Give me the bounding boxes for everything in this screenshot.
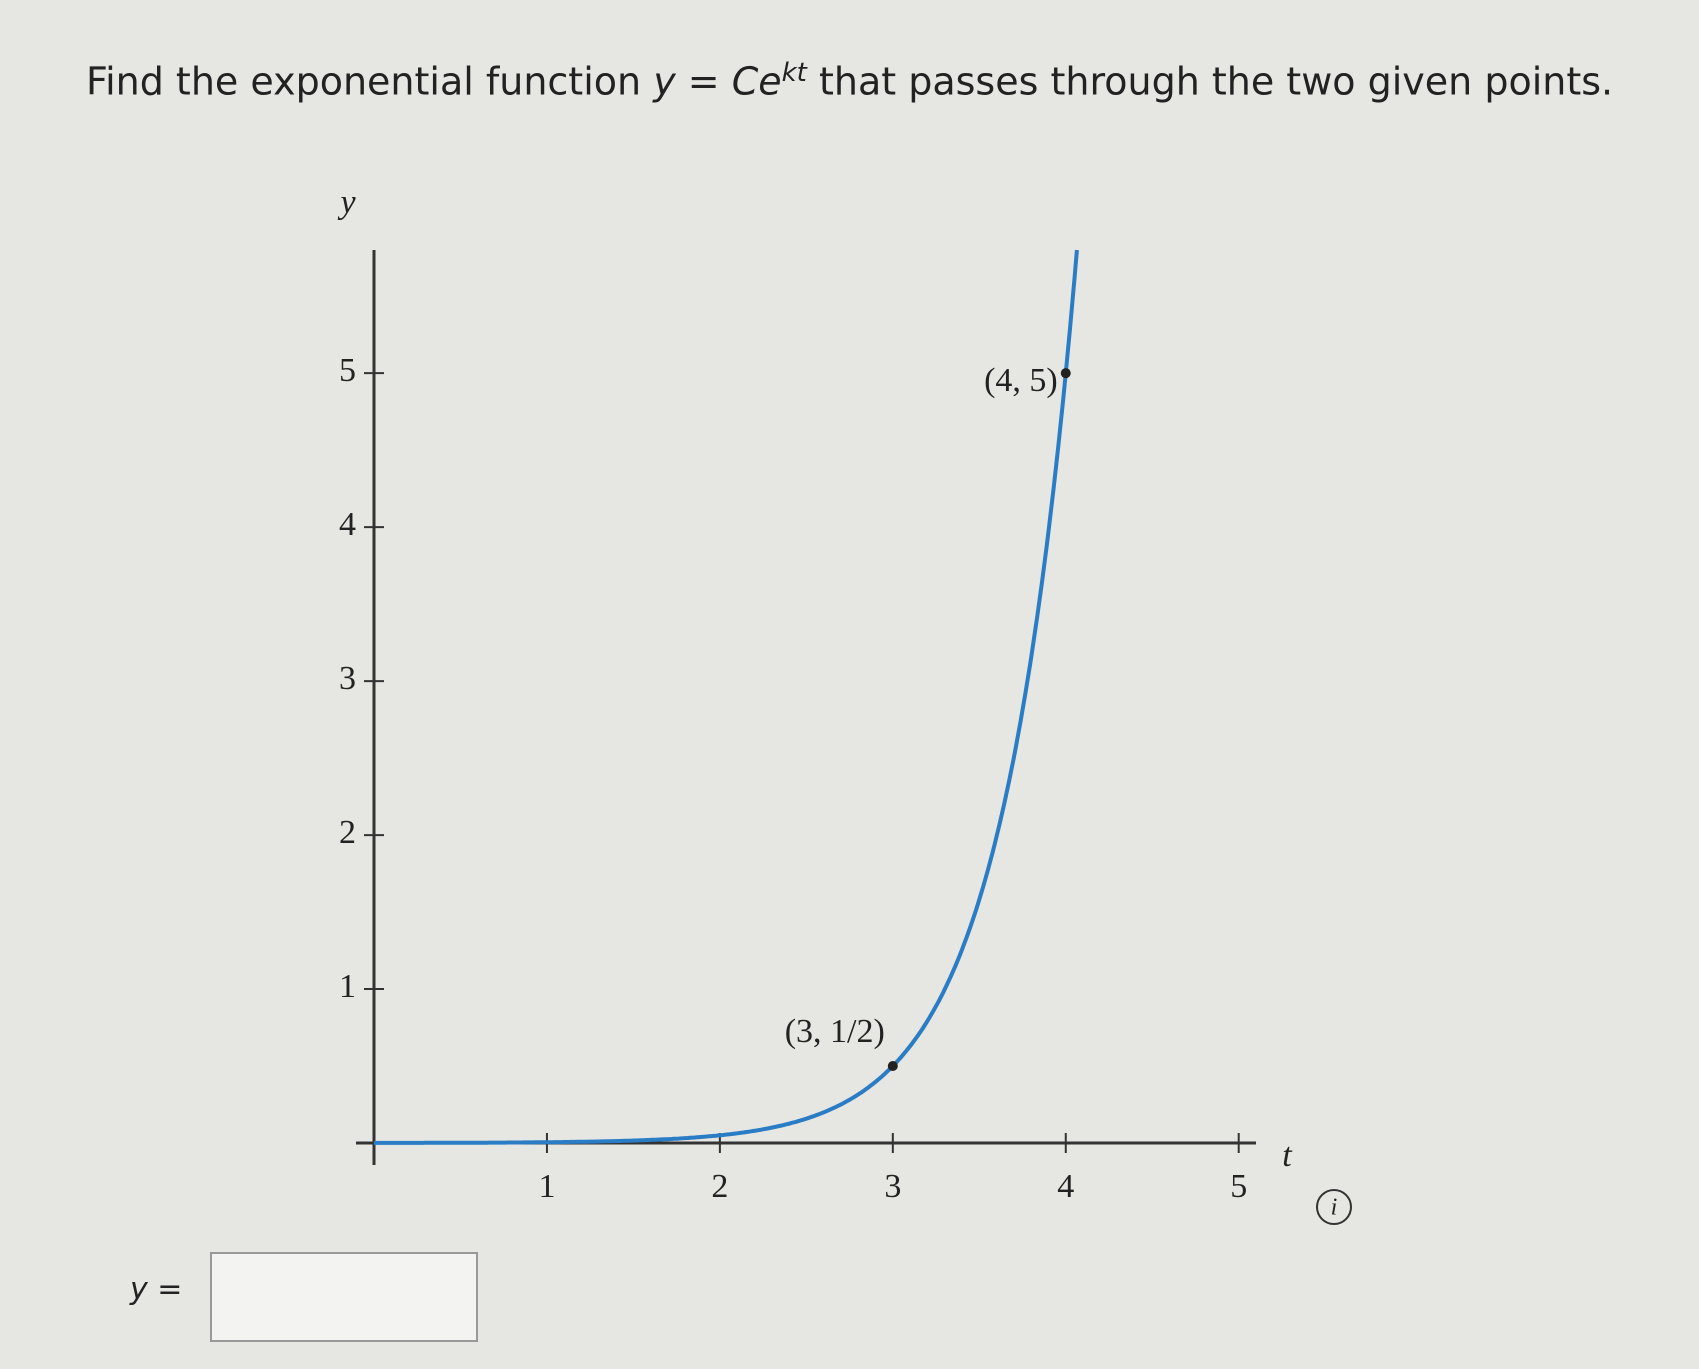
- info-button[interactable]: [1316, 1189, 1352, 1225]
- formula: y = Ce: [653, 59, 782, 104]
- exponent: kt: [781, 58, 807, 88]
- y-axis-label: y: [337, 184, 356, 221]
- x-tick-label: 1: [538, 1168, 555, 1205]
- point: [887, 1061, 898, 1072]
- answer-label: y =: [130, 1272, 183, 1307]
- point-label: (4, 5): [984, 362, 1058, 399]
- curve: [374, 249, 1079, 1145]
- info-icon[interactable]: i: [1331, 1195, 1338, 1221]
- question-after: that passes through the two given points…: [818, 59, 1614, 104]
- x-tick-label: 5: [1230, 1168, 1247, 1205]
- y-tick-label: 2: [339, 814, 356, 851]
- x-tick-label: 3: [884, 1168, 901, 1205]
- point-label: (3, 1/2): [785, 1013, 885, 1050]
- answer-input[interactable]: [210, 1252, 478, 1342]
- x-tick-label: 4: [1057, 1168, 1074, 1205]
- y-tick-label: 4: [339, 506, 356, 543]
- point: [1060, 368, 1071, 379]
- x-axis-label: t: [1282, 1137, 1293, 1174]
- y-tick-label: 3: [339, 660, 356, 697]
- question-before: Find the exponential function: [86, 59, 642, 104]
- x-tick-label: 2: [711, 1168, 728, 1205]
- question: Find the exponential function y = Cekt t…: [86, 58, 1613, 104]
- y-tick-label: 1: [339, 968, 356, 1005]
- y-tick-label: 5: [339, 352, 356, 389]
